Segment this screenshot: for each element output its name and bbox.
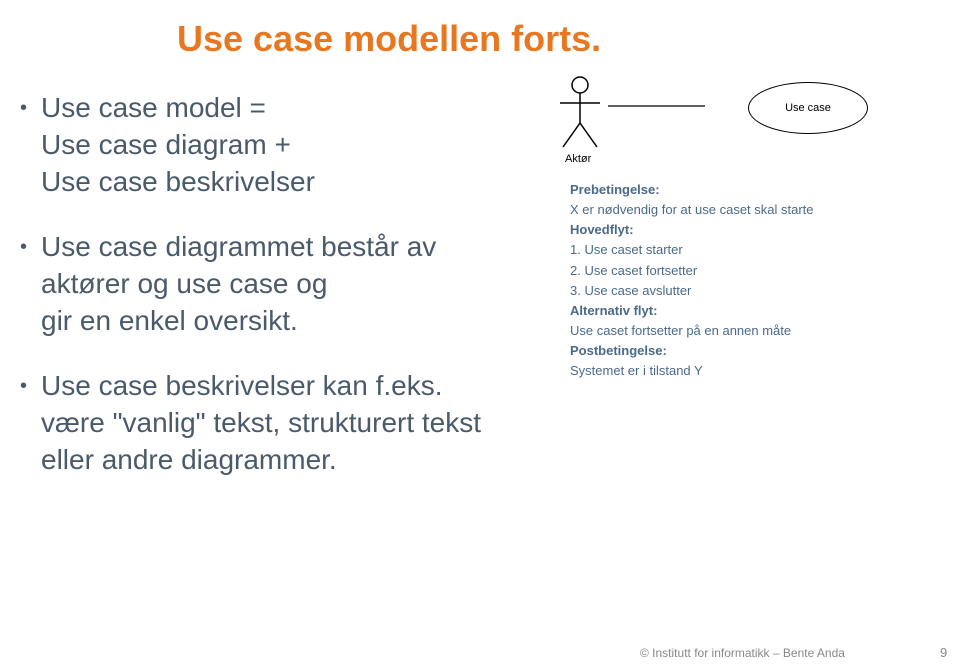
desc-line: Prebetingelse: [570,180,814,200]
desc-line: 3. Use case avslutter [570,281,814,301]
actor-svg [555,75,605,160]
bullet-text: Use case beskrivelser kan f.eks. være "v… [41,368,510,479]
bullet-dot-icon: • [20,98,27,118]
usecase-label: Use case [785,102,831,114]
page-number: 9 [940,645,947,660]
slide-root: Use case modellen forts. • Use case model… [0,0,959,670]
desc-line: Hovedflyt: [570,220,814,240]
bullet-dot-icon: • [20,237,27,257]
slide-title: Use case modellen forts. [177,18,601,60]
desc-line: 2. Use caset fortsetter [570,261,814,281]
bullet-list: • Use case model = Use case diagram + Use… [20,90,510,507]
desc-line: Use caset fortsetter på en annen måte [570,321,814,341]
actor-label: Aktør [565,153,591,165]
bullet-item: • Use case beskrivelser kan f.eks. være "… [20,368,510,479]
desc-line: Alternativ flyt: [570,301,814,321]
usecase-description: Prebetingelse:X er nødvendig for at use … [570,180,814,381]
footer-text: © Institutt for informatikk – Bente Anda [640,646,845,660]
bullet-item: • Use case diagrammet består av aktører o… [20,229,510,340]
desc-line: 1. Use caset starter [570,240,814,260]
actor-usecase-connector [608,105,705,108]
actor-figure: Aktør [555,75,605,165]
usecase-oval: Use case [748,82,868,134]
bullet-dot-icon: • [20,376,27,396]
desc-line: Postbetingelse: [570,341,814,361]
bullet-item: • Use case model = Use case diagram + Use… [20,90,510,201]
desc-line: X er nødvendig for at use caset skal sta… [570,200,814,220]
bullet-text: Use case model = Use case diagram + Use … [41,90,315,201]
desc-line: Systemet er i tilstand Y [570,361,814,381]
bullet-text: Use case diagrammet består av aktører og… [41,229,510,340]
